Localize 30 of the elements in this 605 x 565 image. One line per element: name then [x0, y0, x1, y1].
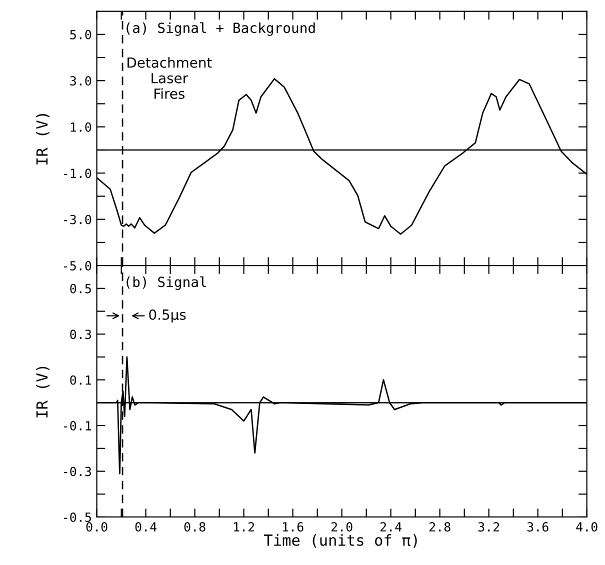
- x-tick-label: 0.4: [135, 522, 156, 532]
- y-tick-label: -0.1: [64, 421, 92, 431]
- x-tick-label: 3.2: [478, 522, 500, 532]
- x-tick-label: 2.0: [331, 522, 352, 532]
- x-tick-label: 1.2: [234, 522, 254, 532]
- x-tick-label: 3.6: [527, 522, 548, 532]
- x-tick-label: 0.0: [86, 522, 108, 532]
- y-axis-title: IR (V): [36, 366, 50, 418]
- y-tick-label: 1.0: [70, 122, 92, 132]
- x-tick-label: 1.6: [283, 522, 304, 532]
- y-tick-label: 0.5: [70, 284, 91, 294]
- ref-line-label: Detachment Laser Fires: [128, 57, 212, 99]
- x-tick-label: 0.8: [184, 522, 206, 532]
- y-tick-label: 5.0: [70, 30, 92, 40]
- x-axis-title: Time (units of π): [264, 534, 417, 548]
- x-tick-label: 2.8: [429, 522, 450, 532]
- y-tick-label: 0.3: [70, 330, 91, 340]
- annotation: (b) Signal: [126, 276, 206, 290]
- annotation: (a) Signal + Background: [126, 22, 315, 36]
- y-tick-label: -0.3: [64, 466, 91, 476]
- y-tick-label: 3.0: [70, 76, 92, 86]
- y-tick-label: -3.0: [64, 214, 92, 224]
- y-tick-label: -0.5: [64, 512, 91, 522]
- y-tick-label: -1.0: [64, 168, 92, 178]
- x-tick-label: 4.0: [576, 522, 598, 532]
- y-tick-label: -5.0: [64, 261, 92, 271]
- y-tick-label: 0.1: [70, 375, 92, 385]
- x-tick-label: 2.4: [380, 522, 402, 532]
- annotation: 0.5μs: [149, 309, 186, 323]
- y-axis-title: IR (V): [36, 114, 50, 165]
